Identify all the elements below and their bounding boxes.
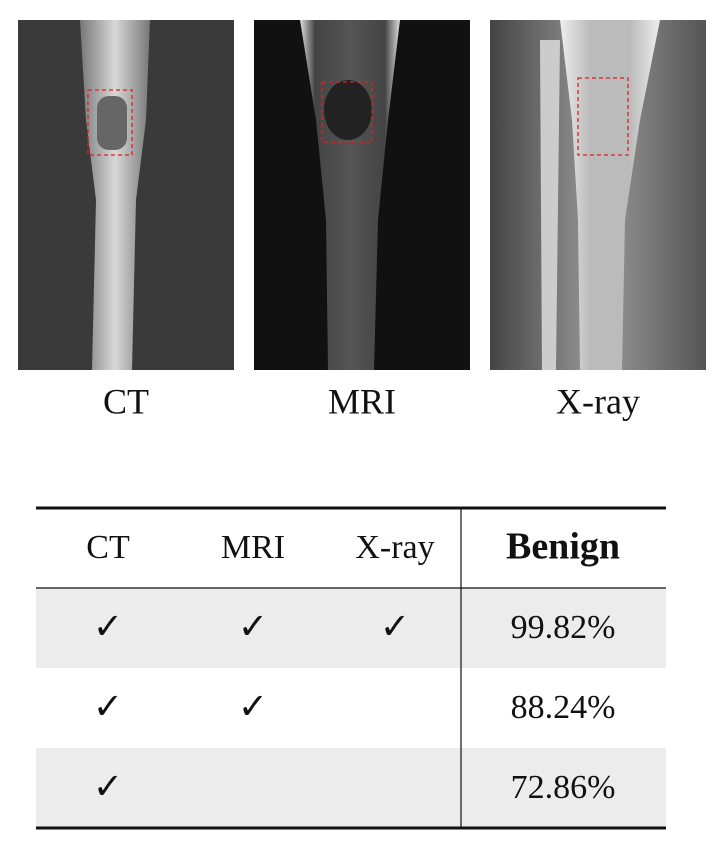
table-cell: ✓: [93, 686, 123, 726]
table-cell: ✓: [238, 606, 268, 646]
xray-image: [490, 20, 706, 370]
table-cell: 72.86%: [511, 769, 616, 806]
row-shade: [36, 748, 666, 828]
table-cell: ✓: [93, 606, 123, 646]
table-cell: 88.24%: [511, 689, 616, 726]
table-cell: 99.82%: [511, 609, 616, 646]
row-shade: [36, 588, 666, 668]
ct-image: [18, 20, 234, 370]
header-cell: X-ray: [355, 529, 434, 566]
table-cell: ✓: [93, 766, 123, 806]
image-label: MRI: [328, 381, 396, 421]
image-label: X-ray: [556, 381, 640, 421]
header-cell: MRI: [221, 529, 285, 566]
image-label: CT: [103, 381, 149, 421]
header-cell: CT: [86, 529, 130, 566]
table-cell: ✓: [238, 686, 268, 726]
table-cell: ✓: [380, 606, 410, 646]
header-cell: Benign: [506, 526, 620, 568]
mri-image: [254, 20, 470, 370]
results-table: CT MRI X-ray Benign ✓ ✓ ✓ 99.82% ✓ ✓ 88.24% ✓ 72.86%: [36, 506, 666, 830]
